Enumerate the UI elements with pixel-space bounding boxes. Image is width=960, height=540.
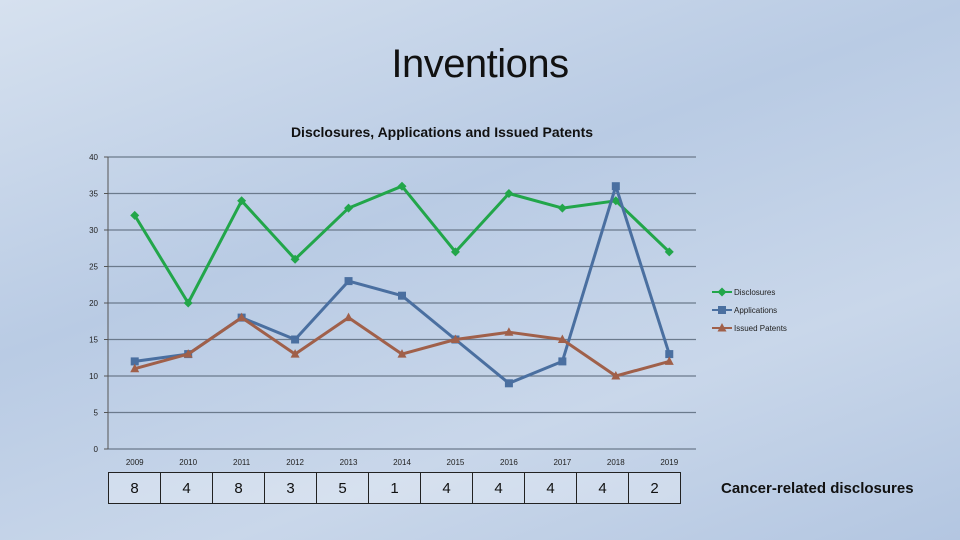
- legend-label: Issued Patents: [734, 324, 787, 333]
- y-tick-label: 20: [89, 299, 98, 308]
- y-tick-label: 35: [89, 190, 98, 199]
- count-cell: 4: [524, 472, 577, 504]
- data-point: [557, 334, 567, 343]
- data-point: [290, 254, 300, 264]
- x-tick-label: 2016: [500, 458, 518, 467]
- x-tick-label: 2018: [607, 458, 625, 467]
- data-point: [665, 350, 674, 359]
- y-tick-label: 10: [89, 372, 98, 381]
- data-point: [130, 357, 139, 366]
- legend-marker: [718, 306, 726, 314]
- y-tick-label: 5: [94, 409, 99, 418]
- data-point: [611, 371, 621, 380]
- count-cell: 4: [160, 472, 213, 504]
- data-point: [504, 327, 514, 336]
- data-point: [290, 349, 300, 358]
- x-tick-label: 2013: [340, 458, 358, 467]
- count-cell: 5: [316, 472, 369, 504]
- x-tick-label: 2011: [233, 458, 251, 467]
- x-tick-label: 2012: [286, 458, 304, 467]
- data-point: [397, 349, 407, 358]
- data-point: [183, 349, 193, 358]
- count-cell: 3: [264, 472, 317, 504]
- data-point: [237, 312, 247, 322]
- data-point: [237, 196, 247, 206]
- count-cell: 8: [108, 472, 161, 504]
- y-tick-label: 15: [89, 336, 98, 345]
- data-point: [450, 334, 460, 343]
- slide-title: Inventions: [391, 42, 569, 86]
- data-point: [664, 356, 674, 365]
- data-point: [183, 298, 193, 308]
- x-tick-label: 2014: [393, 458, 411, 467]
- y-tick-label: 30: [89, 226, 98, 235]
- data-point: [450, 247, 460, 257]
- data-point: [130, 210, 140, 220]
- y-tick-label: 0: [94, 445, 99, 454]
- data-point: [504, 189, 514, 198]
- count-cell: 4: [472, 472, 525, 504]
- count-cell: 2: [628, 472, 681, 504]
- data-point: [397, 181, 407, 191]
- data-point: [344, 203, 354, 213]
- y-tick-label: 40: [89, 153, 98, 162]
- data-point: [398, 291, 406, 300]
- count-cell: 1: [368, 472, 421, 504]
- data-point: [558, 357, 567, 366]
- x-tick-label: 2009: [126, 458, 144, 467]
- count-cell: 8: [212, 472, 265, 504]
- legend-label: Applications: [734, 306, 777, 315]
- series-line-disclosures: [133, 184, 671, 305]
- chart-title: Disclosures, Applications and Issued Pat…: [290, 124, 594, 140]
- data-point: [557, 203, 567, 213]
- x-tick-label: 2015: [447, 458, 465, 467]
- legend-label: Disclosures: [734, 288, 775, 297]
- cancer-disclosures-label: Cancer-related disclosures: [721, 480, 914, 497]
- data-point: [664, 247, 674, 257]
- data-point: [344, 312, 354, 322]
- x-tick-label: 2010: [179, 458, 197, 467]
- data-point: [611, 182, 620, 191]
- x-tick-label: 2017: [553, 458, 571, 467]
- data-point: [130, 363, 140, 373]
- y-tick-label: 25: [89, 263, 98, 272]
- data-point: [504, 379, 513, 388]
- count-cell: 4: [576, 472, 629, 504]
- series-line-issued-patents: [134, 316, 670, 378]
- x-tick-label: 2019: [660, 458, 678, 467]
- data-point: [344, 277, 353, 286]
- legend-marker: [717, 323, 727, 332]
- data-point: [291, 335, 300, 344]
- legend-marker: [717, 287, 727, 297]
- count-cell: 4: [420, 472, 473, 504]
